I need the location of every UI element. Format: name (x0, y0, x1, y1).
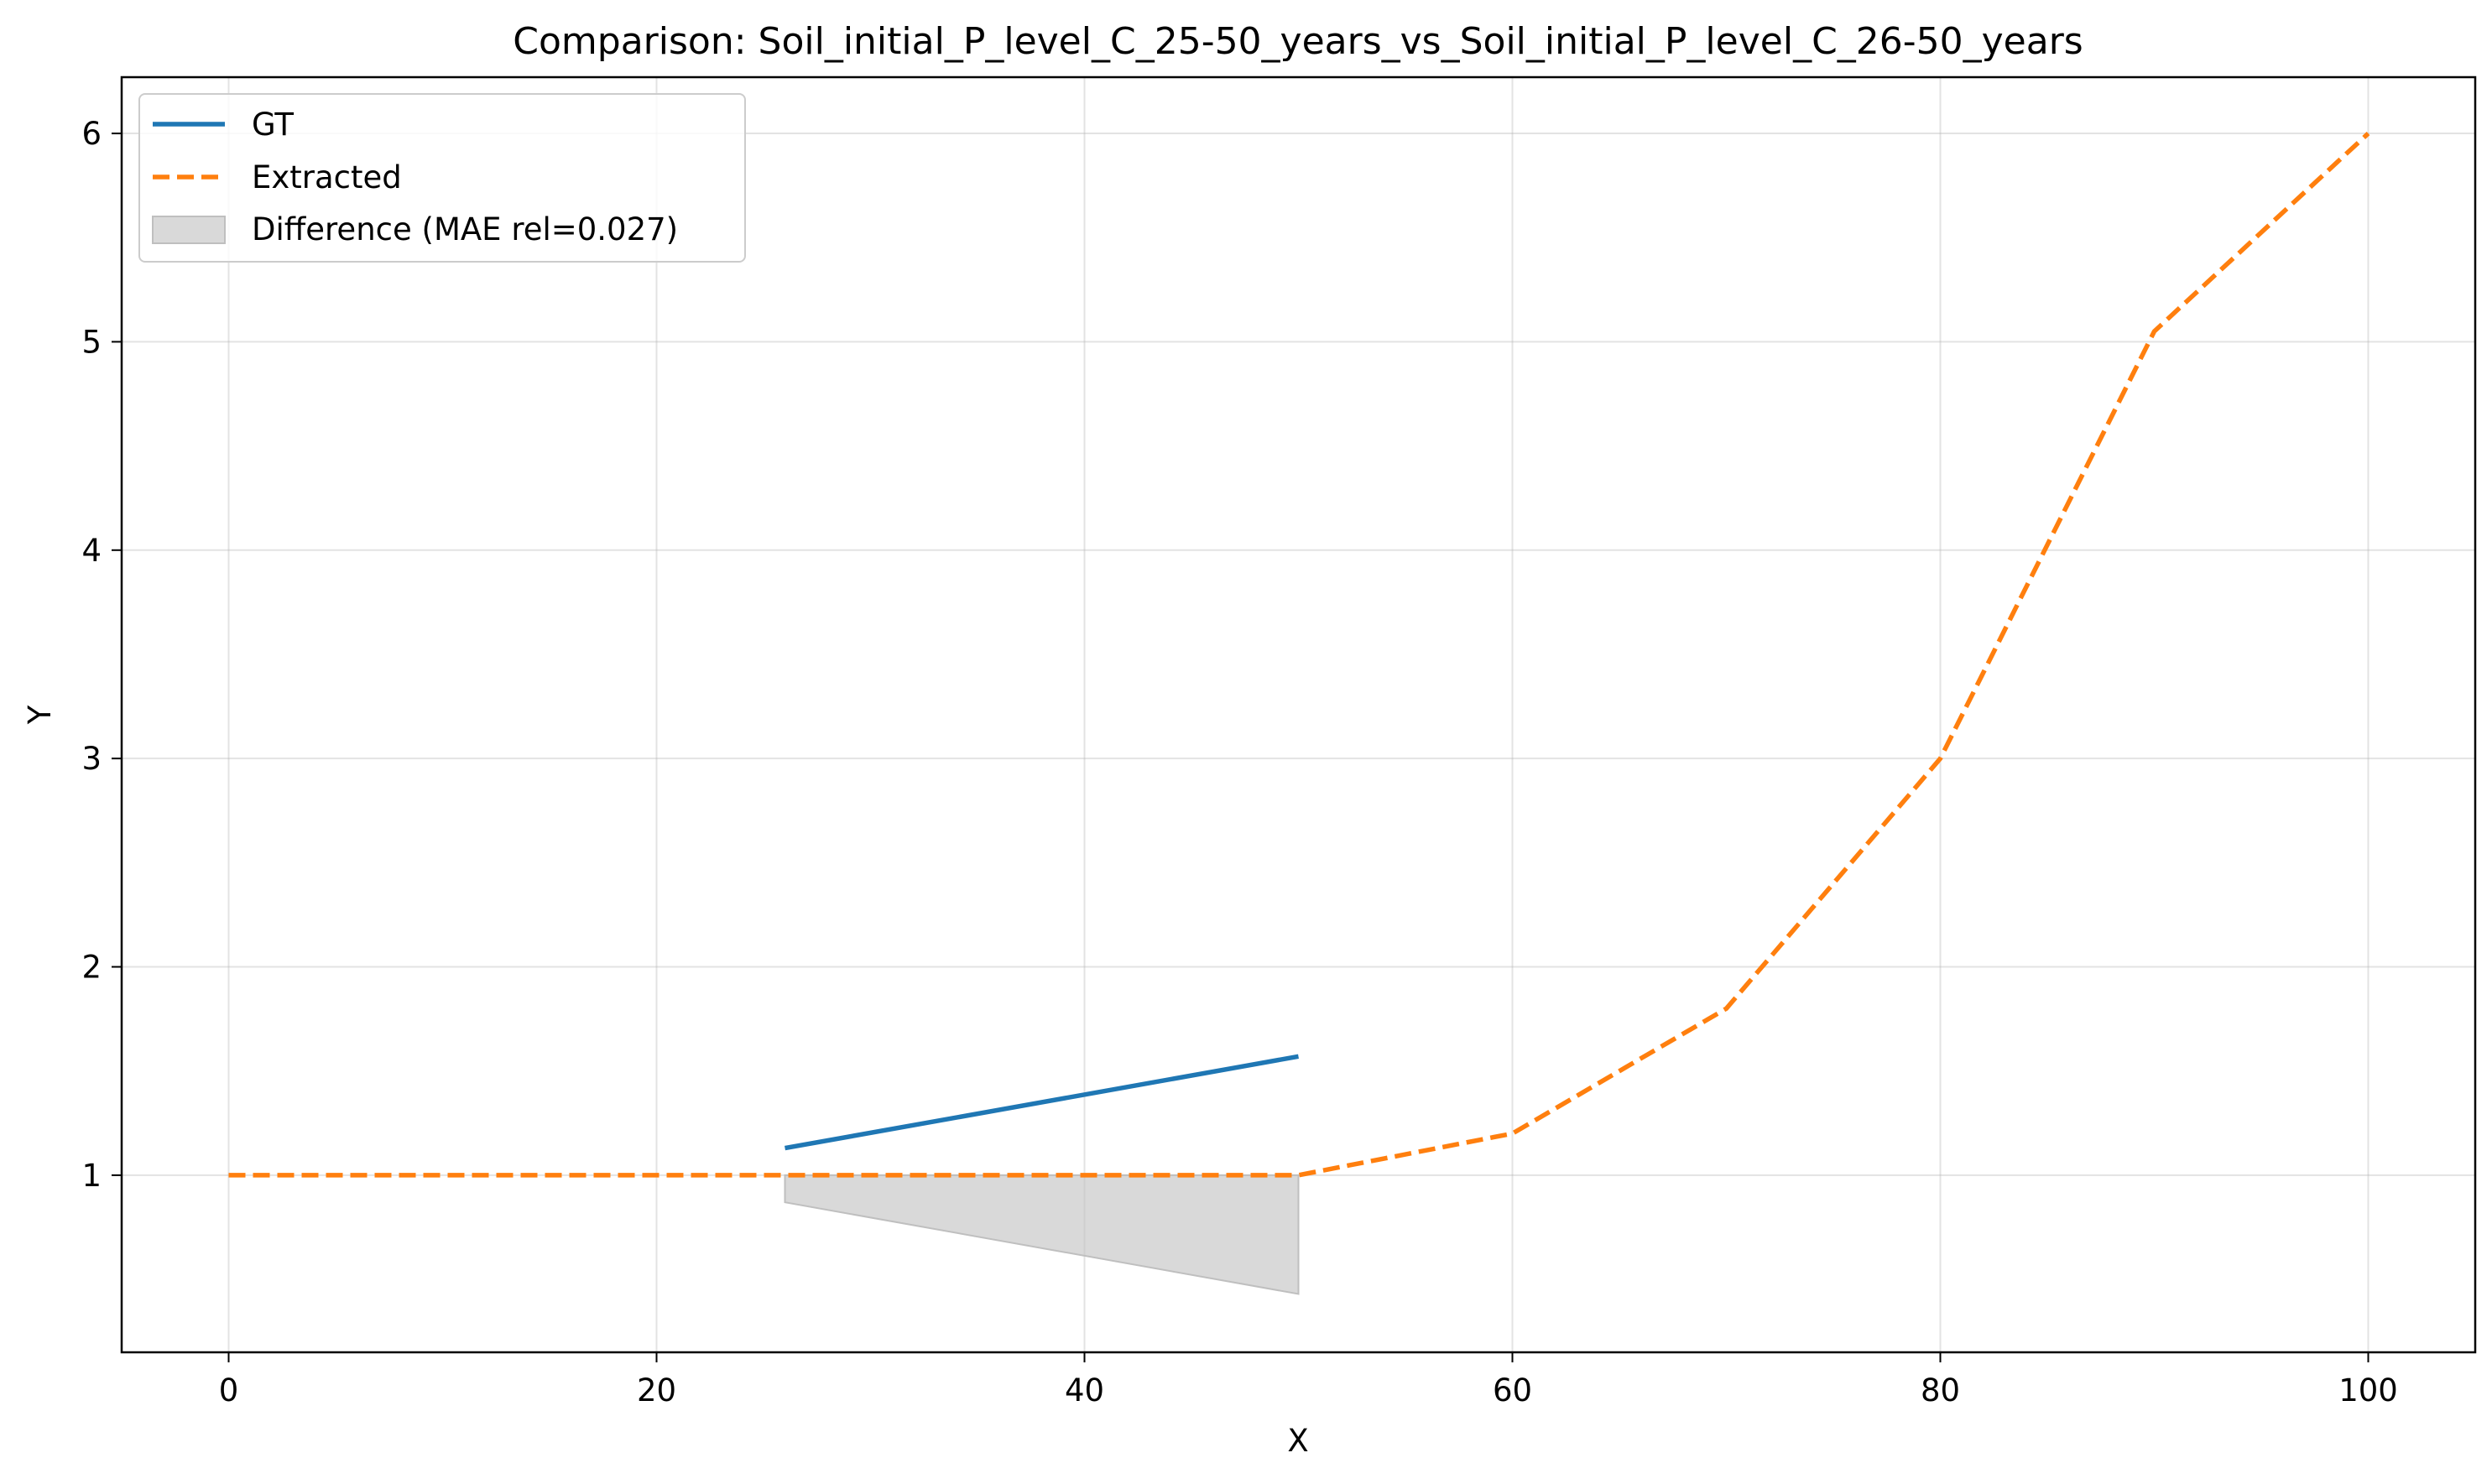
x-axis-label: X (1287, 1423, 1308, 1459)
legend-label-difference: Difference (MAE rel=0.027) (252, 211, 678, 247)
ticks: 0 20 40 60 80 100 1 2 3 4 5 6 (81, 116, 2397, 1408)
x-tick-label: 0 (219, 1372, 239, 1408)
y-tick-label: 5 (81, 324, 102, 360)
y-axis-label: Y (22, 705, 58, 725)
legend-label-extracted: Extracted (252, 159, 402, 195)
y-tick-label: 6 (81, 116, 102, 152)
series-layer (228, 132, 2370, 1178)
x-tick-label: 40 (1065, 1372, 1104, 1408)
legend-box (138, 93, 746, 263)
difference-area (784, 1174, 1300, 1295)
y-tick-label: 2 (81, 950, 102, 986)
legend-label-gt: GT (252, 107, 294, 143)
x-tick-label: 100 (2338, 1372, 2398, 1408)
difference-area-layer (784, 1174, 1300, 1295)
chart-title: Comparison: Soil_initial_P_level_C_25-50… (513, 20, 2083, 63)
grid (122, 77, 2475, 1352)
x-tick-label: 20 (637, 1372, 676, 1408)
series-line-extracted (228, 132, 2370, 1178)
y-tick-label: 3 (81, 741, 102, 777)
x-tick-label: 80 (1921, 1372, 1960, 1408)
y-tick-label: 1 (81, 1158, 102, 1194)
y-tick-label: 4 (81, 533, 102, 569)
legend: GT Extracted Difference (MAE rel=0.027) (138, 93, 746, 263)
x-tick-label: 60 (1493, 1372, 1532, 1408)
plot-frame (120, 76, 2477, 1354)
series-line-gt (785, 1054, 1299, 1151)
legend-swatch-difference (152, 216, 226, 244)
